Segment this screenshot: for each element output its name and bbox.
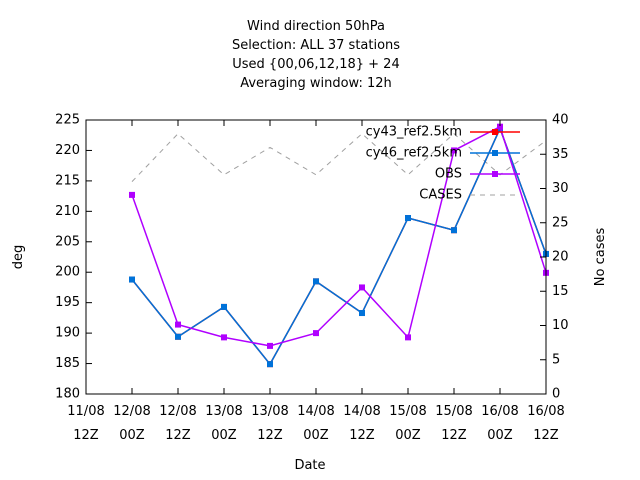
x-tick-label-hour: 12Z bbox=[73, 428, 99, 443]
series-line-cases bbox=[131, 133, 547, 182]
data-point-obs bbox=[359, 284, 365, 291]
legend-label-cy43-ref2-5km: cy43_ref2.5km bbox=[366, 125, 462, 140]
y-axis-left: 180 185 190 195 200 205 210 215 220 225 bbox=[55, 113, 92, 402]
x-tick-label-date: 11/08 bbox=[67, 404, 104, 419]
y2-tick-label: 5 bbox=[552, 352, 560, 367]
x-axis: 11/08 12Z 12/08 00Z 12/08 12Z 13/08 00Z 13/08 12Z… bbox=[67, 120, 565, 443]
x-tick-label-hour: 00Z bbox=[119, 428, 145, 443]
data-point-cy46-ref2-5km bbox=[175, 333, 181, 340]
data-point-obs bbox=[313, 330, 319, 337]
data-point-obs bbox=[175, 321, 181, 328]
y-tick-label: 180 bbox=[55, 387, 80, 402]
y2-axis-label: No cases bbox=[593, 228, 608, 287]
data-point-cy46-ref2-5km bbox=[221, 303, 227, 310]
x-axis-label: Date bbox=[294, 458, 325, 473]
y-tick-label: 205 bbox=[55, 234, 80, 249]
x-tick-label-hour: 00Z bbox=[211, 428, 237, 443]
y-tick-label: 210 bbox=[55, 204, 80, 219]
y2-tick-label: 40 bbox=[552, 113, 569, 128]
data-point-obs bbox=[451, 147, 457, 154]
legend-label-obs: OBS bbox=[435, 167, 462, 182]
data-point-obs bbox=[221, 334, 227, 341]
y-axis-label: deg bbox=[11, 245, 26, 270]
y2-tick-label: 0 bbox=[552, 387, 560, 402]
x-tick-label-hour: 12Z bbox=[165, 428, 191, 443]
legend: cy43_ref2.5km cy46_ref2.5km OBS CASES bbox=[366, 125, 520, 203]
y-tick-label: 190 bbox=[55, 326, 80, 341]
x-tick-label-date: 14/08 bbox=[343, 404, 380, 419]
y-tick-label: 225 bbox=[55, 113, 80, 128]
x-tick-label-date: 13/08 bbox=[205, 404, 242, 419]
series-line-obs bbox=[131, 125, 547, 347]
legend-marker-cy43-ref2-5km bbox=[492, 129, 498, 135]
x-tick-label-date: 14/08 bbox=[297, 404, 334, 419]
data-point-cy46-ref2-5km bbox=[267, 361, 273, 368]
x-tick-label-hour: 00Z bbox=[395, 428, 421, 443]
y2-tick-label: 25 bbox=[552, 215, 569, 230]
y-axis-right: 0 5 10 15 20 25 30 35 40 bbox=[540, 113, 569, 402]
y2-tick-label: 30 bbox=[552, 181, 569, 196]
x-tick-label-hour: 12Z bbox=[257, 428, 283, 443]
x-tick-label-date: 16/08 bbox=[481, 404, 518, 419]
title-line: Wind direction 50hPa bbox=[247, 19, 385, 34]
title-line: Averaging window: 12h bbox=[240, 76, 392, 91]
legend-label-cases: CASES bbox=[419, 188, 462, 203]
data-point-obs bbox=[405, 334, 411, 341]
data-point-cy46-ref2-5km bbox=[313, 278, 319, 285]
data-point-cy46-ref2-5km bbox=[451, 227, 457, 234]
y-tick-label: 185 bbox=[55, 356, 80, 371]
x-tick-label-date: 12/08 bbox=[159, 404, 196, 419]
title-line: Selection: ALL 37 stations bbox=[232, 38, 400, 53]
x-tick-label-hour: 12Z bbox=[441, 428, 467, 443]
plot-frame bbox=[85, 119, 547, 395]
y-tick-label: 215 bbox=[55, 173, 80, 188]
title-line: Used {00,06,12,18} + 24 bbox=[232, 57, 399, 72]
y-tick-label: 220 bbox=[55, 143, 80, 158]
y2-tick-label: 35 bbox=[552, 147, 569, 162]
y2-tick-label: 10 bbox=[552, 318, 569, 333]
legend-label-cy46-ref2-5km: cy46_ref2.5km bbox=[366, 146, 462, 161]
data-point-obs bbox=[497, 123, 503, 130]
chart-title: Wind direction 50hPa Selection: ALL 37 st… bbox=[232, 19, 400, 91]
series-line-cy46-ref2-5km bbox=[131, 126, 547, 366]
data-point-cy46-ref2-5km bbox=[405, 215, 411, 222]
legend-marker-obs bbox=[492, 171, 498, 177]
x-tick-label-date: 15/08 bbox=[389, 404, 426, 419]
x-tick-label-date: 12/08 bbox=[113, 404, 150, 419]
x-tick-label-hour: 00Z bbox=[303, 428, 329, 443]
legend-marker-cy46-ref2-5km bbox=[492, 150, 498, 156]
x-tick-label-hour: 00Z bbox=[487, 428, 513, 443]
y-tick-label: 200 bbox=[55, 265, 80, 280]
x-tick-label-hour: 12Z bbox=[349, 428, 375, 443]
plot-series bbox=[129, 123, 549, 368]
data-point-obs bbox=[129, 191, 135, 198]
data-point-cy46-ref2-5km bbox=[129, 276, 135, 283]
y2-tick-label: 15 bbox=[552, 284, 569, 299]
y-tick-label: 195 bbox=[55, 295, 80, 310]
data-point-obs bbox=[267, 342, 273, 349]
x-tick-label-date: 13/08 bbox=[251, 404, 288, 419]
x-tick-label-date: 15/08 bbox=[435, 404, 472, 419]
y2-tick-label: 20 bbox=[552, 250, 569, 265]
data-point-cy46-ref2-5km bbox=[359, 310, 365, 317]
x-tick-label-date: 16/08 bbox=[527, 404, 564, 419]
x-tick-label-hour: 12Z bbox=[533, 428, 559, 443]
